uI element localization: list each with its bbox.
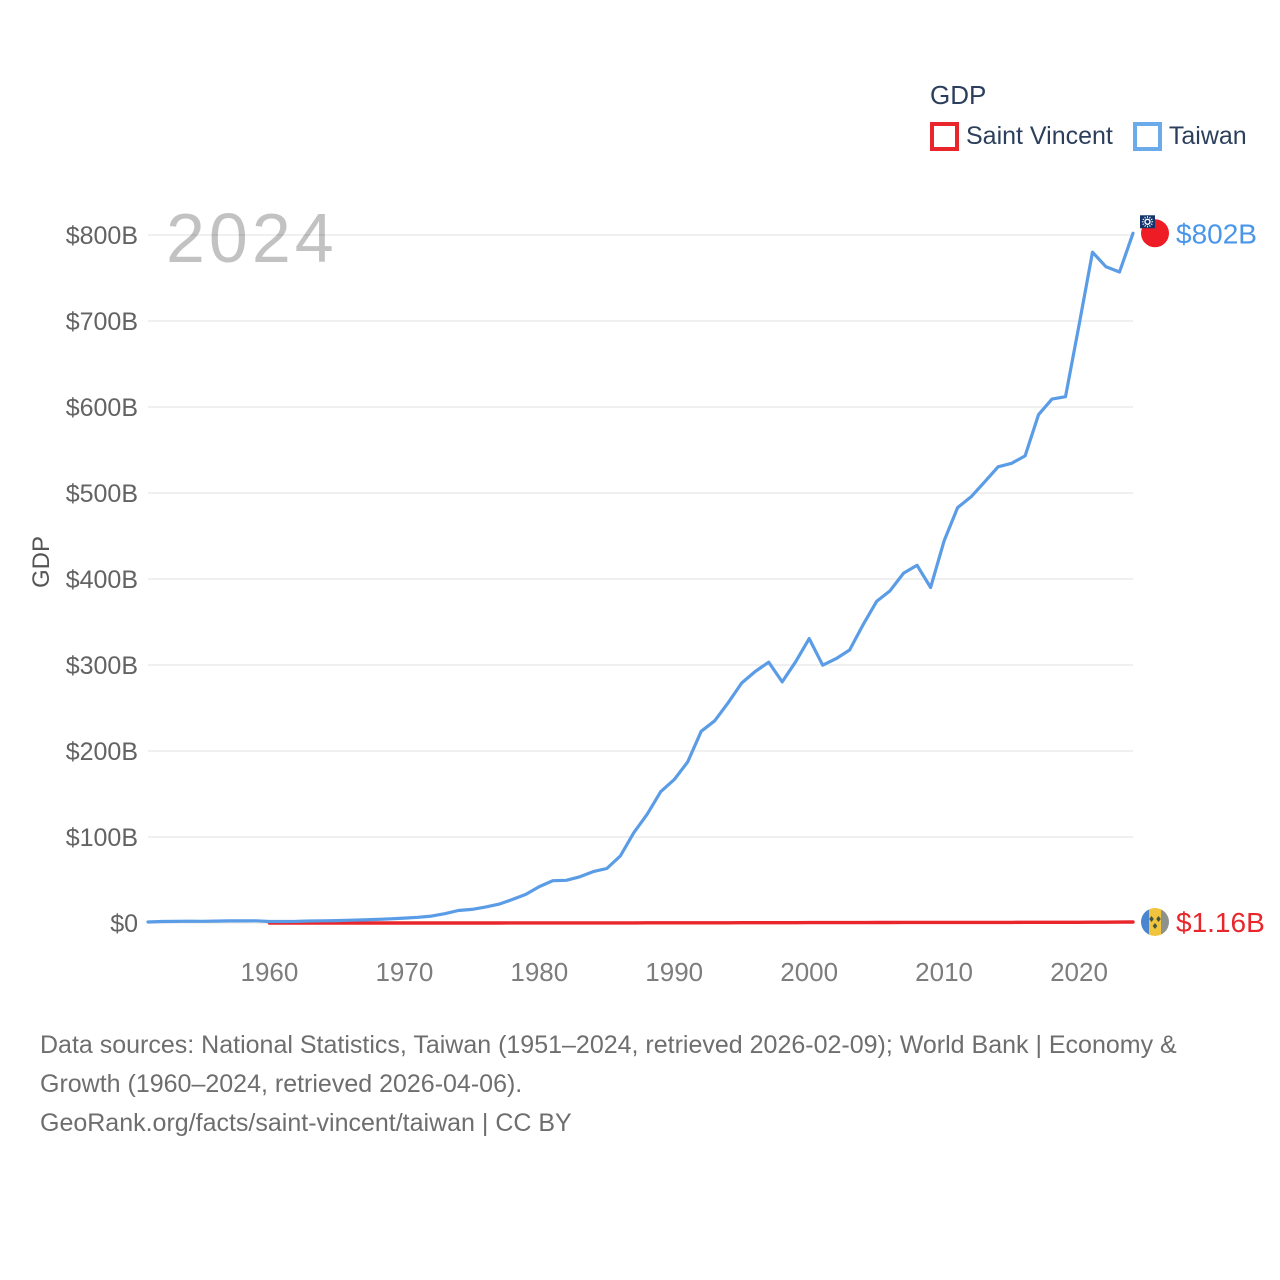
y-tick-label: $400B xyxy=(66,566,138,594)
y-tick-label: $0 xyxy=(110,910,138,938)
series-line-saint-vincent[interactable] xyxy=(267,920,1135,925)
legend: GDP Saint Vincent Taiwan xyxy=(930,80,1247,151)
series-line-taiwan[interactable] xyxy=(146,231,1135,924)
x-tick-label: 1970 xyxy=(375,957,433,987)
data-sources-footer: Data sources: National Statistics, Taiwa… xyxy=(40,1026,1250,1143)
taiwan-flag-icon xyxy=(1140,215,1169,248)
taiwan-swatch-icon xyxy=(1132,122,1162,151)
footer-line-2: Growth (1960–2024, retrieved 2026-04-06)… xyxy=(40,1070,523,1098)
legend-label-taiwan: Taiwan xyxy=(1168,122,1247,150)
x-tick-label: 1980 xyxy=(510,957,568,987)
y-tick-label: $700B xyxy=(66,308,138,336)
y-tick-label: $500B xyxy=(66,480,138,508)
y-tick-label: $300B xyxy=(66,652,138,680)
x-tick-label: 2000 xyxy=(780,957,838,987)
legend-item-saint-vincent[interactable]: Saint Vincent xyxy=(930,122,1113,151)
watermark-year: 2024 xyxy=(166,199,338,277)
y-tick-label: $200B xyxy=(66,738,138,766)
x-tick-label: 1990 xyxy=(645,957,703,987)
y-tick-label: $800B xyxy=(66,222,138,250)
legend-title: GDP xyxy=(930,80,987,110)
saint-vincent-swatch-icon xyxy=(930,122,959,151)
y-tick-label: $100B xyxy=(66,824,138,852)
y-tick-label: $600B xyxy=(66,394,138,422)
legend-item-taiwan[interactable]: Taiwan xyxy=(1132,122,1247,151)
x-tick-label: 2010 xyxy=(915,957,973,987)
end-value-label-saint-vincent: $1.16B xyxy=(1176,907,1265,938)
footer-line-3: GeoRank.org/facts/saint-vincent/taiwan |… xyxy=(40,1109,572,1137)
y-axis-title: GDP xyxy=(28,536,55,589)
legend-label-saint-vincent: Saint Vincent xyxy=(966,122,1113,150)
x-tick-label: 1960 xyxy=(241,957,299,987)
saint-vincent-flag-icon xyxy=(1141,908,1169,937)
legend-items: Saint Vincent Taiwan xyxy=(930,122,1247,151)
footer-line-1: Data sources: National Statistics, Taiwa… xyxy=(40,1031,1177,1059)
end-value-label-taiwan: $802B xyxy=(1176,218,1257,249)
x-tick-label: 2020 xyxy=(1050,957,1108,987)
